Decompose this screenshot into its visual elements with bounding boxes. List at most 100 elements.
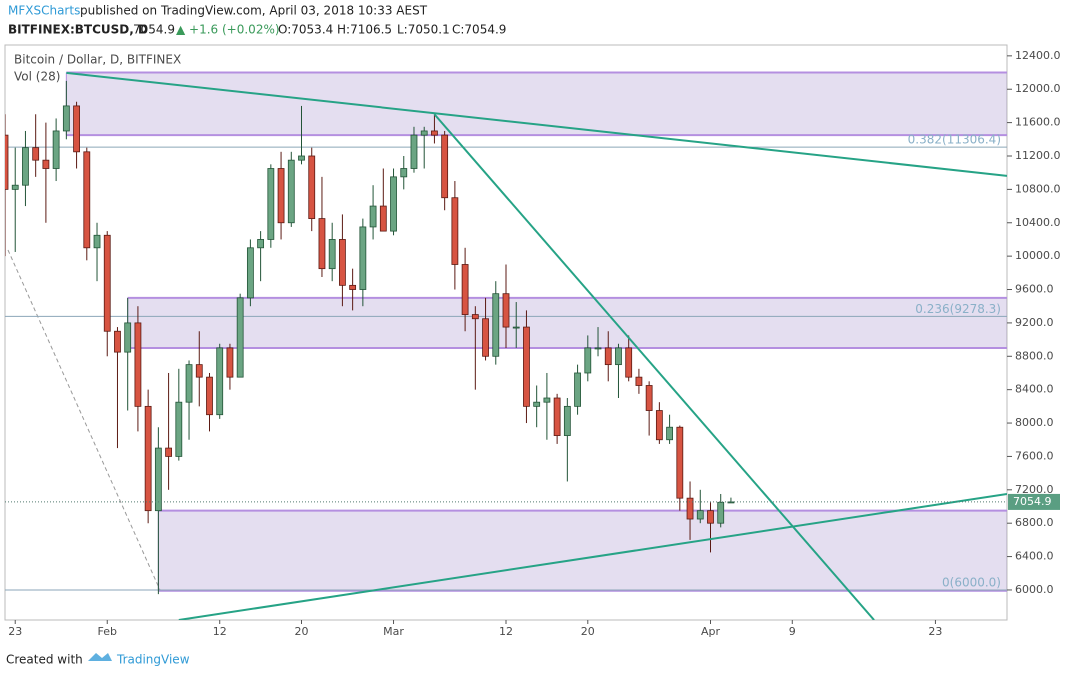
y-tick-label: 12000.0: [1015, 82, 1061, 95]
candle-body: [114, 330, 121, 353]
trendline: [433, 113, 875, 620]
candle-body: [686, 497, 694, 520]
candle-body: [502, 293, 510, 328]
candle-body: [103, 234, 111, 332]
candle-body: [492, 293, 500, 357]
candle-body: [93, 234, 101, 249]
x-tick-label: 9: [789, 625, 796, 638]
candle-body: [666, 426, 673, 441]
candle-body: [604, 347, 612, 366]
close: C:7054.9: [452, 23, 506, 37]
y-tick-label: 8800.0: [1015, 349, 1054, 362]
y-tick-label: 6400.0: [1015, 550, 1054, 563]
candle-body: [635, 376, 643, 386]
candle-body: [42, 159, 50, 169]
candle-body: [185, 364, 193, 403]
candle-body: [431, 130, 438, 136]
candle-body: [574, 372, 581, 407]
candle-body: [615, 347, 622, 366]
logo: [88, 653, 112, 661]
x-tick-label: 20: [581, 625, 595, 638]
candle-body: [543, 397, 551, 403]
candle-body: [482, 318, 489, 357]
candle-body: [655, 410, 663, 441]
y-tick-label: 7200.0: [1015, 483, 1054, 496]
y-tick-label: 11600.0: [1015, 116, 1061, 129]
candle-body: [267, 168, 275, 240]
price: 7054.9: [133, 23, 175, 37]
x-tick-label: 23: [8, 625, 22, 638]
candle-body: [5, 134, 9, 190]
candle-body: [349, 284, 357, 290]
candle-body: [124, 322, 132, 353]
candle-body: [257, 239, 265, 249]
candle-body: [22, 147, 29, 186]
open: O:7053.4: [278, 23, 333, 37]
fib-label: 0(6000.0): [942, 575, 1001, 589]
x-tick-label: Mar: [383, 625, 404, 638]
candle-body: [451, 197, 459, 265]
candle-body: [523, 326, 530, 407]
footer-brand[interactable]: TradingView: [116, 653, 190, 667]
zone: [127, 297, 1007, 348]
candle-body: [707, 510, 714, 524]
candle-body: [625, 347, 633, 378]
y-tick-label: 11200.0: [1015, 149, 1061, 162]
candle-body: [277, 168, 285, 224]
y-tick-label: 10000.0: [1015, 249, 1061, 262]
candle-body: [11, 184, 19, 190]
y-tick-label: 9600.0: [1015, 283, 1054, 296]
candle-body: [298, 155, 305, 161]
candle-body: [154, 447, 162, 512]
candle-body: [134, 322, 142, 407]
candle-body: [461, 264, 469, 315]
candle-body: [359, 226, 367, 290]
fib-label: 0.382(11306.4): [908, 133, 1001, 147]
low: L:7050.1: [397, 23, 450, 37]
candle-body: [83, 151, 91, 249]
last-price-box: [1008, 493, 1060, 510]
x-tick-label: 23: [928, 625, 942, 638]
candle-body: [717, 501, 725, 524]
candle-body: [226, 347, 234, 378]
x-tick-label: 12: [499, 625, 513, 638]
trendline: [66, 71, 1007, 177]
candle-body: [32, 147, 40, 161]
candle-body: [420, 130, 428, 136]
chart-title: Bitcoin / Dollar, D, BITFINEX: [14, 53, 181, 67]
candle-body: [318, 218, 326, 270]
high: H:7106.5: [337, 23, 392, 37]
candle-body: [400, 168, 408, 178]
candle-body: [512, 326, 520, 329]
candle-body: [144, 405, 152, 512]
candle-body: [287, 159, 295, 224]
x-tick-label: 12: [213, 625, 227, 638]
zone: [158, 510, 1007, 591]
candle-body: [533, 401, 541, 407]
symbol: BITFINEX:BTCUSD, D: [8, 23, 148, 37]
y-tick-label: 10800.0: [1015, 182, 1061, 195]
y-tick-label: 7600.0: [1015, 449, 1054, 462]
candle-body: [645, 385, 653, 411]
candle-body: [246, 247, 254, 299]
author[interactable]: MFXSCharts: [8, 4, 80, 18]
candle-body: [441, 134, 449, 199]
candle-body: [308, 155, 316, 219]
y-tick-label: 6000.0: [1015, 583, 1054, 596]
candle-body: [195, 364, 203, 378]
candle-body: [216, 347, 224, 416]
candle-body: [676, 426, 684, 499]
y-tick-label: 9200.0: [1015, 316, 1054, 329]
candle-body: [165, 447, 172, 457]
candle-body: [175, 401, 183, 457]
candle-body: [390, 176, 397, 232]
candle-body: [563, 405, 571, 436]
candle-body: [594, 347, 602, 350]
fib-label: 0.236(9278.3): [915, 302, 1001, 316]
y-tick-label: 8400.0: [1015, 383, 1054, 396]
candle-body: [696, 510, 704, 520]
published: published on TradingView.com, April 03, …: [80, 4, 428, 18]
candle-body: [369, 205, 377, 228]
dashed-line: [7, 249, 161, 591]
